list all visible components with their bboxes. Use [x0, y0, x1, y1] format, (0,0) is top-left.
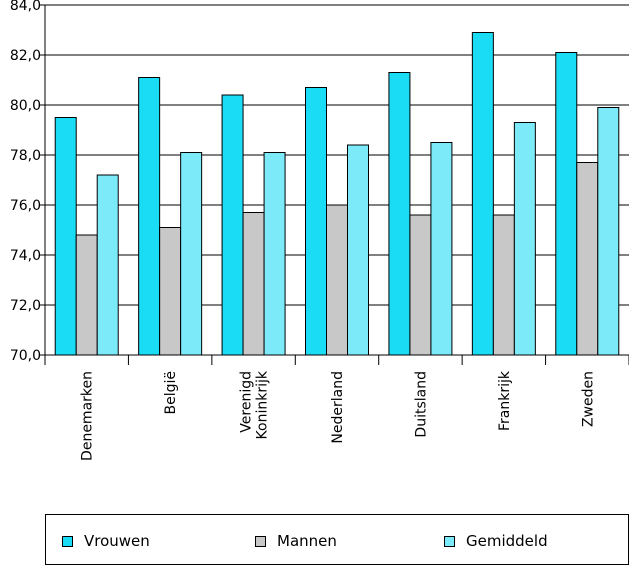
y-tick-label: 78,0 [10, 148, 41, 164]
legend-label-mannen: Mannen [277, 532, 337, 550]
y-tick-label: 70,0 [10, 348, 41, 364]
bar-vrouwen-zweden [555, 52, 578, 356]
x-tick-label-zweden: Zweden [580, 371, 596, 427]
y-tick-label: 72,0 [10, 298, 41, 314]
legend-swatch-vrouwen [62, 535, 73, 547]
legend-item-mannen: Mannen [255, 532, 337, 550]
bar-gemiddeld-denemarken [96, 174, 119, 356]
legend-item-gemiddeld: Gemiddeld [444, 532, 548, 550]
bar-mannen-duitsland [409, 214, 432, 356]
bar-mannen-denemarken [75, 234, 98, 356]
bar-mannen-zweden [576, 162, 599, 356]
legend-swatch-gemiddeld [444, 535, 455, 547]
legend-item-vrouwen: Vrouwen [62, 532, 150, 550]
bar-mannen-nederland [326, 204, 348, 356]
legend-label-gemiddeld: Gemiddeld [466, 532, 548, 550]
bar-gemiddeld-belgie [180, 152, 203, 356]
bar-gemiddeld-duitsland [430, 142, 453, 356]
chart-legend: Vrouwen Mannen Gemiddeld [45, 514, 629, 565]
bar-vrouwen-frankrijk [471, 32, 494, 356]
x-tick-label-nederland: Nederland [330, 371, 346, 444]
x-tick-label-belgie: België [163, 371, 179, 415]
x-tick-label-verenigd-koninkrijk: VerenigdKoninkrijk [239, 370, 271, 439]
bar-mannen-frankrijk [492, 214, 515, 356]
bar-gemiddeld-verenigd-koninkrijk [263, 152, 286, 356]
y-tick-label: 84,0 [10, 0, 41, 14]
y-tick-label: 80,0 [10, 98, 41, 114]
y-tick-label: 74,0 [10, 248, 41, 264]
bar-vrouwen-verenigd-koninkrijk [221, 94, 244, 356]
x-tick-label-duitsland: Duitsland [413, 371, 429, 438]
bar-mannen-verenigd-koninkrijk [242, 212, 265, 356]
bar-vrouwen-duitsland [388, 72, 411, 356]
bar-gemiddeld-frankrijk [513, 122, 536, 356]
bar-vrouwen-denemarken [54, 117, 77, 356]
legend-swatch-mannen [255, 535, 266, 547]
y-tick-label: 76,0 [10, 198, 41, 214]
y-tick-label: 82,0 [10, 48, 41, 64]
bar-gemiddeld-nederland [347, 144, 369, 356]
bar-gemiddeld-zweden [597, 107, 620, 356]
bar-vrouwen-belgie [138, 77, 161, 356]
x-tick-label-frankrijk: Frankrijk [497, 370, 513, 431]
bar-chart: 70,0 72,0 74,0 76,0 78,0 80,0 82,0 84,0 Denemark… [10, 0, 629, 461]
bar-mannen-belgie [159, 227, 182, 356]
legend-label-vrouwen: Vrouwen [84, 532, 150, 550]
x-tick-label-denemarken: Denemarken [80, 371, 96, 461]
bar-vrouwen-nederland [305, 87, 327, 356]
